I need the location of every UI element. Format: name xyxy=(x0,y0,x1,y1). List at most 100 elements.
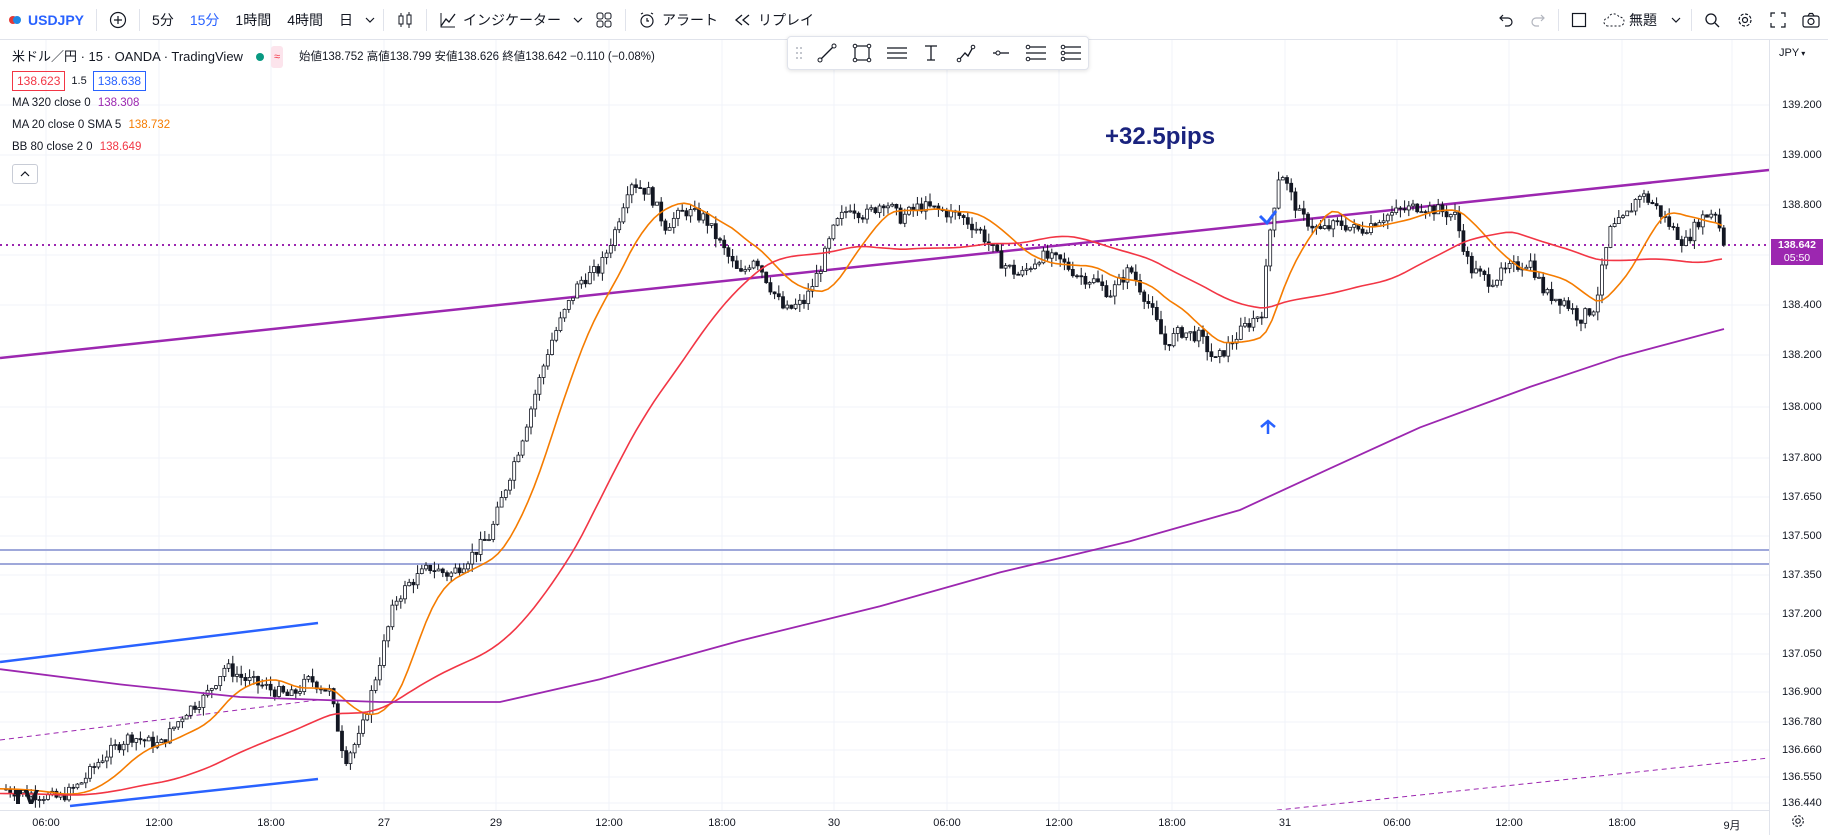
candle-body xyxy=(1222,350,1226,357)
legend-collapse-button[interactable] xyxy=(12,164,38,184)
text-cursor-icon[interactable] xyxy=(920,41,943,65)
buy-price-button[interactable]: 138.638 xyxy=(92,71,147,91)
interval-1h[interactable]: 1時間 xyxy=(235,11,272,28)
indicators-button[interactable]: インジケーター xyxy=(431,0,569,40)
candle-body xyxy=(524,426,529,442)
candle-body xyxy=(1012,264,1016,275)
templates-button[interactable] xyxy=(587,0,621,40)
candle-body xyxy=(898,207,903,224)
candle-body xyxy=(83,777,88,784)
ma20-line xyxy=(0,202,1723,795)
interval-15m[interactable]: 15分 xyxy=(189,11,220,28)
price-tick-label: 139.000 xyxy=(1782,149,1822,161)
candle-body xyxy=(1339,220,1344,226)
candle-body xyxy=(386,626,391,642)
drag-handle-icon[interactable] xyxy=(794,41,804,65)
search-button[interactable] xyxy=(1696,0,1728,40)
save-layout-button[interactable]: 無題 xyxy=(1595,0,1665,40)
redo-button[interactable] xyxy=(1522,0,1554,40)
indicator-row-bb[interactable]: BB 80 close 2 0 138.649 xyxy=(12,136,655,158)
replay-button[interactable]: リプレイ xyxy=(726,0,822,40)
channel-upper-line xyxy=(0,621,319,664)
indicator-row-ma20[interactable]: MA 20 close 0 SMA 5 138.732 xyxy=(12,114,655,136)
candle-body xyxy=(592,266,596,273)
settings-button[interactable] xyxy=(1728,0,1762,40)
candle-body xyxy=(109,744,113,758)
candle-body xyxy=(436,568,441,572)
interval-1d[interactable]: 日 xyxy=(339,11,353,28)
layout-dropdown[interactable] xyxy=(1665,0,1687,40)
time-tick-label: 30 xyxy=(827,817,841,829)
candle-body xyxy=(1238,325,1243,340)
interval-dropdown[interactable] xyxy=(361,0,379,40)
candle-body xyxy=(1016,273,1021,276)
interval-4h[interactable]: 4時間 xyxy=(287,11,323,28)
tradingview-logo[interactable] xyxy=(12,786,40,806)
path-icon[interactable] xyxy=(955,41,978,65)
indicators-dropdown[interactable] xyxy=(569,0,587,40)
candle-body xyxy=(1201,329,1205,337)
candle-body xyxy=(1574,308,1579,321)
candle-body xyxy=(1360,228,1365,234)
candle-body xyxy=(117,744,122,751)
candle-body xyxy=(361,719,365,734)
candle-body xyxy=(390,604,395,628)
candle-body xyxy=(1033,263,1037,270)
alert-button[interactable]: アラート xyxy=(630,0,726,40)
chart-settings-button[interactable] xyxy=(1790,813,1806,834)
snapshot-button[interactable] xyxy=(1794,0,1828,40)
undo-button[interactable] xyxy=(1490,0,1522,40)
candle-body xyxy=(230,663,235,677)
candle-body xyxy=(583,279,588,285)
candle-body xyxy=(1058,254,1063,260)
trend-line-icon[interactable] xyxy=(816,41,839,65)
candle-body xyxy=(781,296,785,309)
candle-body xyxy=(365,714,370,721)
indicator-row-ma320[interactable]: MA 320 close 0 138.308 xyxy=(12,92,655,114)
candle-body xyxy=(138,738,143,741)
interval-5m[interactable]: 5分 xyxy=(152,11,174,28)
symbol-search[interactable]: USDJPY xyxy=(0,0,92,40)
candle-body xyxy=(776,293,781,298)
chart-pane[interactable] xyxy=(0,40,1769,810)
price-tick-label: 138.800 xyxy=(1782,199,1822,211)
redo-icon xyxy=(1530,13,1546,27)
candle-body xyxy=(356,732,361,745)
candle-body xyxy=(1272,207,1277,231)
time-tick-label: 12:00 xyxy=(595,817,623,829)
price-tick-label: 139.200 xyxy=(1782,99,1822,111)
gear-icon xyxy=(1790,813,1806,829)
compare-button[interactable] xyxy=(101,0,135,40)
bar-countdown: 05:50 xyxy=(1783,252,1811,264)
candle-body xyxy=(768,282,773,293)
candle-body xyxy=(1037,262,1042,265)
pitchfork-icon[interactable] xyxy=(1059,41,1082,65)
candle-body xyxy=(1411,203,1415,207)
candle-body xyxy=(398,598,403,602)
candle-body xyxy=(1457,211,1462,232)
chevron-down-icon xyxy=(1671,17,1681,23)
price-axis[interactable]: 139.200139.000138.800138.600138.400138.2… xyxy=(1769,40,1828,835)
layout-button[interactable] xyxy=(1563,0,1595,40)
candle-body xyxy=(1364,232,1369,235)
candle-body xyxy=(1234,338,1239,344)
candle-body xyxy=(1587,308,1592,316)
sell-price-button[interactable]: 138.623 xyxy=(12,71,66,91)
fib-retracement-icon[interactable] xyxy=(1024,41,1047,65)
currency-selector[interactable]: JPY ▾ xyxy=(1779,47,1805,59)
candle-body xyxy=(1549,289,1554,302)
rectangle-icon[interactable] xyxy=(850,41,873,65)
horizontal-ray-icon[interactable] xyxy=(990,41,1013,65)
parallel-channel-icon[interactable] xyxy=(885,41,908,65)
chart-type-button[interactable] xyxy=(388,0,422,40)
chart-legend: 米ドル／円 · 15 · OANDA · TradingView ≈ 始値138… xyxy=(12,46,655,158)
pips-annotation[interactable]: +32.5pips xyxy=(1105,123,1216,150)
fullscreen-button[interactable] xyxy=(1762,0,1794,40)
time-axis[interactable]: 06:00 12:00 18:00 27 29 12:00 18:00 30 06:00 12:0… xyxy=(0,810,1769,836)
candle-body xyxy=(1394,207,1399,213)
candle-body xyxy=(1070,269,1075,277)
candle-body xyxy=(617,221,622,231)
candle-body xyxy=(1595,294,1600,313)
candle-body xyxy=(1003,265,1008,269)
candle-body xyxy=(306,676,311,680)
